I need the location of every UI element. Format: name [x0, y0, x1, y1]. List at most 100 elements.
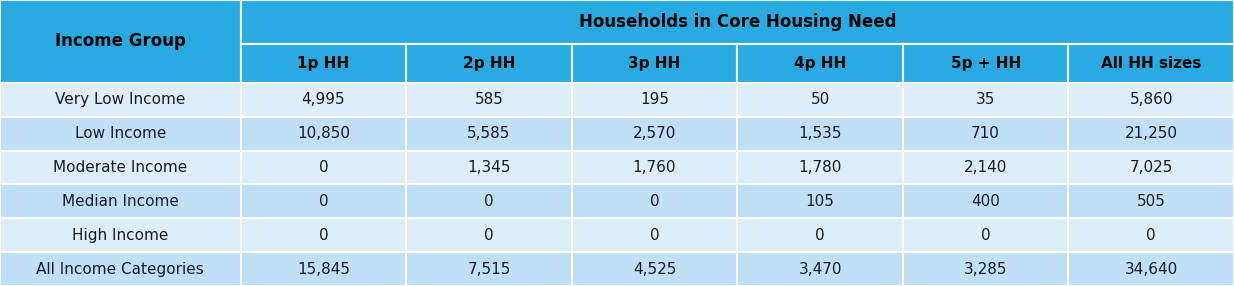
Text: 2p HH: 2p HH	[463, 56, 515, 71]
Bar	[406, 184, 571, 218]
Text: 5,585: 5,585	[468, 126, 511, 141]
Text: Moderate Income: Moderate Income	[53, 160, 188, 175]
Bar	[1069, 117, 1234, 151]
Bar	[903, 218, 1069, 252]
Text: 21,250: 21,250	[1124, 126, 1177, 141]
Text: 1,535: 1,535	[798, 126, 842, 141]
Text: 0: 0	[318, 160, 328, 175]
Bar	[0, 218, 241, 252]
Bar	[1069, 151, 1234, 184]
Bar	[903, 151, 1069, 184]
Bar	[571, 117, 737, 151]
Text: 3p HH: 3p HH	[628, 56, 681, 71]
Bar	[406, 252, 571, 286]
Bar	[903, 83, 1069, 117]
Text: 1,345: 1,345	[468, 160, 511, 175]
Text: 2,570: 2,570	[633, 126, 676, 141]
Text: 4,525: 4,525	[633, 262, 676, 277]
Bar	[241, 0, 1234, 44]
Bar	[241, 184, 406, 218]
Bar	[737, 44, 903, 83]
Text: 10,850: 10,850	[297, 126, 350, 141]
Bar	[241, 252, 406, 286]
Text: 710: 710	[971, 126, 1000, 141]
Bar	[0, 184, 241, 218]
Text: 5p + HH: 5p + HH	[950, 56, 1021, 71]
Bar	[241, 151, 406, 184]
Bar	[737, 218, 903, 252]
Text: 0: 0	[650, 228, 659, 243]
Text: 0: 0	[318, 194, 328, 209]
Text: All Income Categories: All Income Categories	[37, 262, 204, 277]
Text: 0: 0	[484, 228, 494, 243]
Bar	[1069, 252, 1234, 286]
Bar	[903, 252, 1069, 286]
Text: 7,515: 7,515	[468, 262, 511, 277]
Bar	[241, 218, 406, 252]
Bar	[1069, 83, 1234, 117]
Text: 1p HH: 1p HH	[297, 56, 349, 71]
Text: 0: 0	[981, 228, 991, 243]
Bar	[737, 117, 903, 151]
Text: Very Low Income: Very Low Income	[56, 92, 185, 107]
Text: Low Income: Low Income	[74, 126, 167, 141]
Text: 0: 0	[1146, 228, 1156, 243]
Bar	[737, 184, 903, 218]
Bar	[0, 0, 241, 83]
Bar	[406, 44, 571, 83]
Text: 0: 0	[816, 228, 824, 243]
Text: 1,760: 1,760	[633, 160, 676, 175]
Bar	[1069, 218, 1234, 252]
Bar	[241, 117, 406, 151]
Bar	[241, 44, 406, 83]
Text: 50: 50	[811, 92, 829, 107]
Bar	[903, 117, 1069, 151]
Text: 400: 400	[971, 194, 1000, 209]
Text: 505: 505	[1137, 194, 1166, 209]
Text: 4p HH: 4p HH	[793, 56, 847, 71]
Bar	[571, 252, 737, 286]
Bar	[571, 44, 737, 83]
Bar	[571, 184, 737, 218]
Text: 7,025: 7,025	[1129, 160, 1172, 175]
Text: All HH sizes: All HH sizes	[1101, 56, 1202, 71]
Bar	[0, 117, 241, 151]
Bar	[0, 83, 241, 117]
Text: Households in Core Housing Need: Households in Core Housing Need	[579, 13, 896, 31]
Bar	[737, 151, 903, 184]
Text: 105: 105	[806, 194, 834, 209]
Bar	[0, 252, 241, 286]
Text: 0: 0	[650, 194, 659, 209]
Bar	[1069, 184, 1234, 218]
Text: 35: 35	[976, 92, 996, 107]
Bar	[737, 252, 903, 286]
Text: 1,780: 1,780	[798, 160, 842, 175]
Text: 0: 0	[318, 228, 328, 243]
Bar	[737, 83, 903, 117]
Text: 4,995: 4,995	[301, 92, 346, 107]
Bar	[406, 218, 571, 252]
Bar	[571, 83, 737, 117]
Bar	[241, 83, 406, 117]
Bar	[0, 151, 241, 184]
Bar	[406, 83, 571, 117]
Text: 5,860: 5,860	[1129, 92, 1174, 107]
Bar	[571, 218, 737, 252]
Text: 34,640: 34,640	[1124, 262, 1177, 277]
Text: High Income: High Income	[72, 228, 169, 243]
Bar	[903, 44, 1069, 83]
Bar	[903, 184, 1069, 218]
Bar	[1069, 44, 1234, 83]
Text: 15,845: 15,845	[297, 262, 350, 277]
Text: 585: 585	[475, 92, 503, 107]
Text: Median Income: Median Income	[62, 194, 179, 209]
Text: 0: 0	[484, 194, 494, 209]
Bar	[406, 117, 571, 151]
Text: 195: 195	[640, 92, 669, 107]
Text: 2,140: 2,140	[964, 160, 1007, 175]
Bar	[571, 151, 737, 184]
Bar	[406, 151, 571, 184]
Text: 3,470: 3,470	[798, 262, 842, 277]
Text: 3,285: 3,285	[964, 262, 1007, 277]
Text: Income Group: Income Group	[54, 33, 186, 50]
